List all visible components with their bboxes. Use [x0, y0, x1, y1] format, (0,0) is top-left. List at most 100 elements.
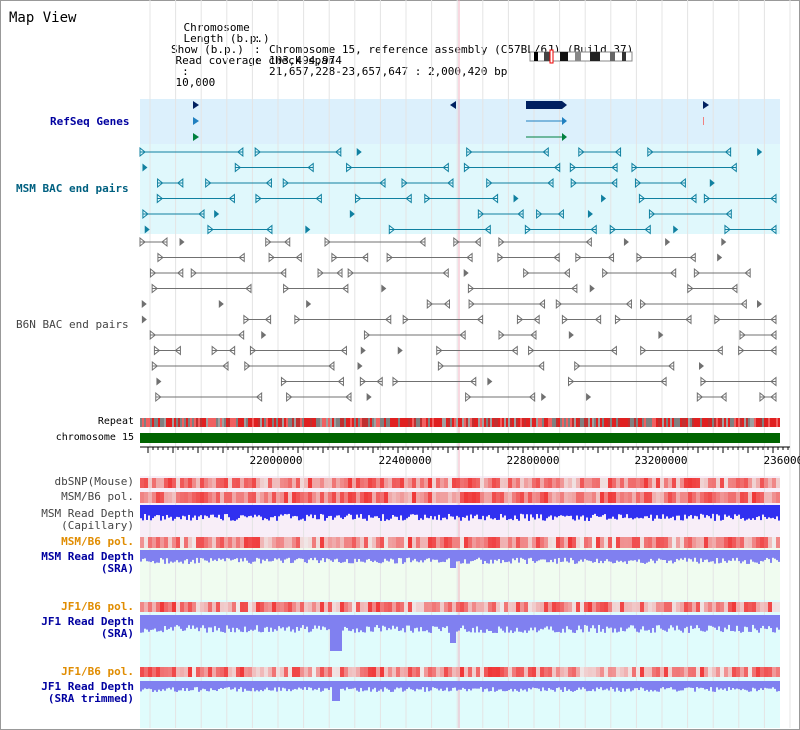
- repeat-segment: [214, 418, 216, 427]
- msm-capillary-depth-bar: [320, 505, 322, 514]
- jf1-trimmed-depth-bar: [626, 681, 628, 689]
- track-label-jf1-b6-pol-2[interactable]: JF1/B6 pol.: [61, 665, 134, 678]
- track-label-msm-b6-pol-1[interactable]: MSM/B6 pol.: [61, 490, 134, 503]
- dbsnp-cell: [168, 478, 172, 488]
- msm-bac-pair-end: [679, 177, 686, 189]
- track-label-dbsnp[interactable]: dbSNP(Mouse): [54, 475, 134, 488]
- track-label-refseq[interactable]: RefSeq Genes: [50, 115, 130, 128]
- track-label-msm-b6-pol-2[interactable]: MSM/B6 pol.: [61, 535, 134, 548]
- msm-sra-depth-bar: [296, 550, 298, 560]
- jf1-trimmed-depth-bar: [386, 681, 388, 689]
- track-label-jf1-depth-sra[interactable]: JF1 Read Depth: [41, 615, 134, 628]
- msm-capillary-depth-bar: [650, 505, 652, 515]
- msm-capillary-depth-bar: [190, 505, 192, 521]
- jf1-b6-pol-cell: [520, 602, 524, 612]
- jf1-b6-pol-cell: [288, 667, 292, 677]
- b6n-bac-pair-end: [360, 346, 366, 355]
- repeat-segment: [242, 418, 244, 427]
- dbsnp-cell: [512, 478, 516, 488]
- msm-b6-pol-cell: [352, 537, 356, 548]
- jf1-trimmed-depth-bar: [456, 681, 458, 691]
- dbsnp-cell: [544, 478, 548, 488]
- msm-sra-depth-bar: [636, 550, 638, 562]
- jf1-b6-pol-cell: [716, 667, 720, 677]
- msm-b6-pol-cell: [512, 492, 516, 503]
- jf1-b6-pol-cell: [588, 667, 592, 677]
- jf1-b6-pol-cell: [464, 602, 468, 612]
- jf1-trimmed-depth-bar: [566, 681, 568, 691]
- msm-capillary-depth-bar: [260, 505, 262, 517]
- jf1-trimmed-depth-bar: [378, 681, 380, 691]
- repeat-segment: [388, 418, 390, 427]
- msm-bac-pair-end: [610, 177, 618, 189]
- dbsnp-cell: [160, 478, 164, 488]
- msm-bac-pair-end: [590, 224, 597, 235]
- jf1-sra-depth-bar: [594, 615, 596, 629]
- repeat-segment: [340, 418, 342, 427]
- msm-sra-depth-bar: [438, 550, 440, 563]
- msm-b6-pol-cell: [660, 492, 664, 503]
- repeat-segment: [756, 418, 758, 427]
- msm-sra-depth-bar: [350, 550, 352, 564]
- jf1-sra-depth-bar: [360, 615, 362, 631]
- track-label-jf1-depth-trim[interactable]: JF1 Read Depth: [41, 680, 134, 693]
- msm-capillary-depth-bar: [564, 505, 566, 517]
- repeat-segment: [144, 418, 146, 427]
- repeat-segment: [278, 418, 280, 427]
- jf1-trimmed-depth-bar: [470, 681, 472, 691]
- jf1-sra-depth-bar: [486, 615, 488, 630]
- jf1-sra-depth-bar: [642, 615, 644, 627]
- msm-sra-depth-bar: [256, 550, 258, 558]
- jf1-b6-pol-cell: [364, 602, 368, 612]
- msm-b6-pol-cell: [460, 537, 464, 548]
- msm-capillary-depth-bar: [394, 505, 396, 517]
- msm-capillary-depth-bar: [274, 505, 276, 517]
- repeat-segment: [636, 418, 638, 427]
- track-label-msm-depth-sra[interactable]: MSM Read Depth: [41, 550, 134, 563]
- dbsnp-cell: [400, 478, 404, 488]
- jf1-b6-pol-cell: [360, 667, 364, 677]
- dbsnp-cell: [536, 478, 540, 488]
- dbsnp-cell: [748, 478, 752, 488]
- msm-bac-pair-end: [466, 146, 473, 158]
- repeat-segment: [572, 418, 574, 427]
- b6n-bac-pair-end: [563, 267, 570, 279]
- msm-sra-depth-bar: [552, 550, 554, 563]
- msm-sra-depth-bar: [224, 550, 226, 562]
- msm-b6-pol-cell: [672, 537, 676, 548]
- jf1-b6-pol-cell: [544, 602, 548, 612]
- msm-b6-pol-cell: [476, 537, 480, 548]
- track-label-b6n-bac[interactable]: B6N BAC end pairs: [16, 318, 129, 331]
- msm-sra-depth-bar: [746, 550, 748, 564]
- repeat-segment: [648, 418, 650, 427]
- msm-b6-pol-cell: [340, 537, 344, 548]
- msm-bac-pair-end: [254, 146, 261, 158]
- jf1-sra-depth-bar: [210, 615, 212, 628]
- jf1-sra-depth-bar: [344, 615, 346, 627]
- msm-sra-depth-bar: [594, 550, 596, 563]
- repeat-segment: [166, 418, 168, 427]
- b6n-bac-pair-end: [336, 267, 343, 279]
- jf1-b6-pol-cell: [624, 602, 628, 612]
- repeat-segment: [314, 418, 316, 427]
- b6n-bac-pair-end: [363, 329, 371, 341]
- track-label-msm-bac[interactable]: MSM BAC end pairs: [16, 182, 129, 195]
- jf1-b6-pol-cell: [556, 602, 560, 612]
- msm-b6-pol-cell: [360, 492, 364, 503]
- jf1-sra-depth-bar: [684, 615, 686, 629]
- msm-capillary-depth-bar: [610, 505, 612, 519]
- msm-sra-depth-bar: [702, 550, 704, 563]
- jf1-sra-depth-bar: [734, 615, 736, 632]
- b6n-bac-pair-end: [376, 376, 383, 387]
- msm-b6-pol-cell: [428, 492, 432, 503]
- repeat-segment: [548, 418, 550, 427]
- track-label-msm-depth-cap[interactable]: MSM Read Depth: [41, 507, 134, 520]
- jf1-sra-depth-bar: [352, 615, 354, 630]
- msm-capillary-depth-bar: [238, 505, 240, 518]
- repeat-segment: [538, 418, 540, 427]
- jf1-b6-pol-cell: [392, 602, 396, 612]
- msm-b6-pol-cell: [600, 492, 604, 503]
- jf1-b6-pol-cell: [376, 667, 380, 677]
- track-label-jf1-b6-pol-1[interactable]: JF1/B6 pol.: [61, 600, 134, 613]
